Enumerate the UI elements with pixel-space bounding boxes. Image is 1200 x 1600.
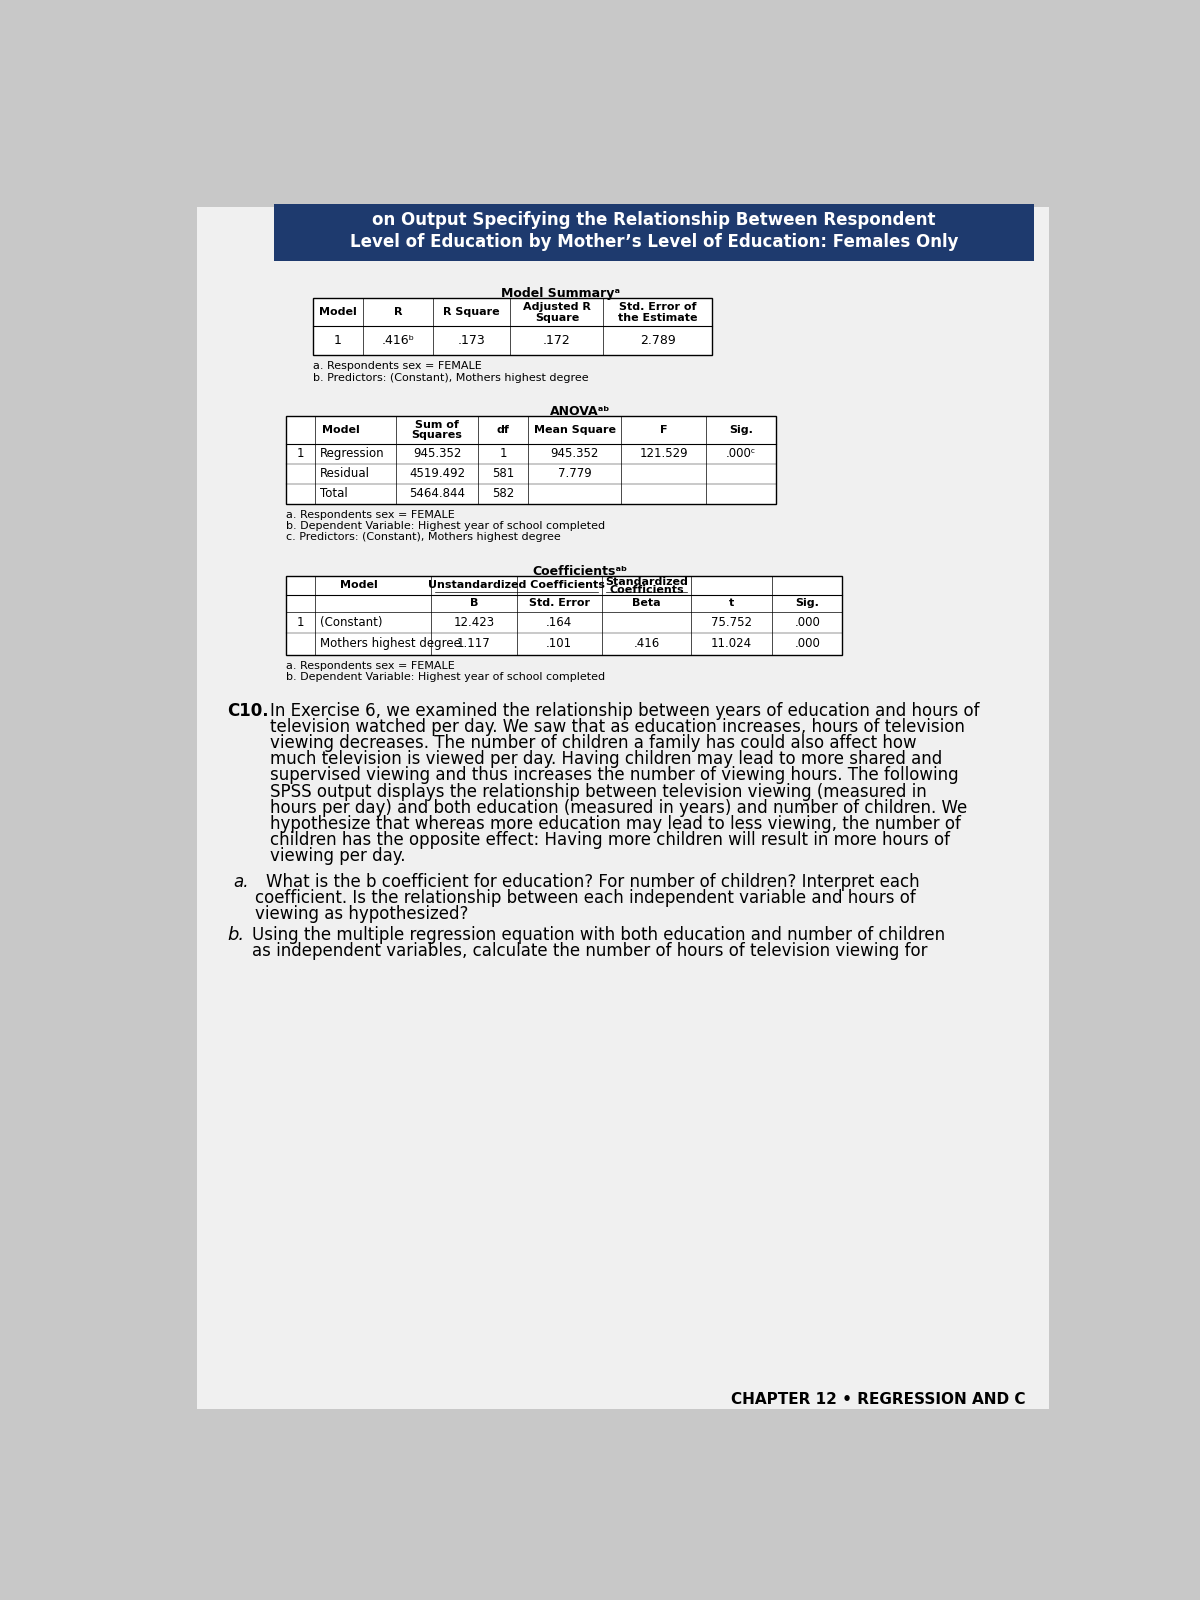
- Text: 582: 582: [492, 488, 514, 501]
- Text: Standardized: Standardized: [605, 578, 688, 587]
- Text: a. Respondents sex = FEMALE: a. Respondents sex = FEMALE: [286, 661, 455, 670]
- Text: the Estimate: the Estimate: [618, 312, 697, 323]
- Text: 1: 1: [296, 448, 304, 461]
- Bar: [286, 576, 842, 654]
- Text: viewing per day.: viewing per day.: [270, 848, 406, 866]
- Text: 945.352: 945.352: [413, 448, 461, 461]
- Text: 5464.844: 5464.844: [409, 488, 466, 501]
- Text: Mean Square: Mean Square: [534, 426, 616, 435]
- Text: Level of Education by Mother’s Level of Education: Females Only: Level of Education by Mother’s Level of …: [349, 234, 958, 251]
- Text: 4519.492: 4519.492: [409, 467, 466, 480]
- Text: In Exercise 6, we examined the relationship between years of education and hours: In Exercise 6, we examined the relations…: [270, 702, 979, 720]
- Text: 581: 581: [492, 467, 514, 480]
- Text: Unstandardized Coefficients: Unstandardized Coefficients: [428, 581, 605, 590]
- Text: Coefficientsᵃᵇ: Coefficientsᵃᵇ: [533, 565, 628, 579]
- Text: as independent variables, calculate the number of hours of television viewing fo: as independent variables, calculate the …: [252, 942, 928, 960]
- Text: C10.: C10.: [228, 702, 269, 720]
- Text: Adjusted R: Adjusted R: [523, 302, 590, 312]
- Text: viewing as hypothesized?: viewing as hypothesized?: [254, 906, 468, 923]
- Text: 1: 1: [296, 616, 304, 629]
- Text: B: B: [469, 598, 478, 608]
- Text: .000ᶜ: .000ᶜ: [726, 448, 756, 461]
- Bar: [286, 416, 776, 504]
- Text: 11.024: 11.024: [712, 637, 752, 651]
- Text: Std. Error: Std. Error: [529, 598, 589, 608]
- Text: Model: Model: [319, 307, 356, 317]
- Text: Sig.: Sig.: [796, 598, 820, 608]
- Text: c. Predictors: (Constant), Mothers highest degree: c. Predictors: (Constant), Mothers highe…: [286, 531, 560, 541]
- Text: Sig.: Sig.: [730, 426, 754, 435]
- Text: Square: Square: [535, 312, 580, 323]
- Text: .101: .101: [546, 637, 572, 651]
- Text: R: R: [394, 307, 402, 317]
- Text: .172: .172: [542, 334, 571, 347]
- Text: 2.789: 2.789: [640, 334, 676, 347]
- Text: supervised viewing and thus increases the number of viewing hours. The following: supervised viewing and thus increases th…: [270, 766, 959, 784]
- Text: R Square: R Square: [443, 307, 500, 317]
- Text: much television is viewed per day. Having children may lead to more shared and: much television is viewed per day. Havin…: [270, 750, 942, 768]
- Text: Mothers highest degree: Mothers highest degree: [319, 637, 461, 651]
- Text: b. Predictors: (Constant), Mothers highest degree: b. Predictors: (Constant), Mothers highe…: [313, 373, 588, 382]
- Text: Using the multiple regression equation with both education and number of childre: Using the multiple regression equation w…: [252, 926, 946, 944]
- Text: t: t: [730, 598, 734, 608]
- Text: children has the opposite effect: Having more children will result in more hours: children has the opposite effect: Having…: [270, 830, 950, 850]
- Text: .173: .173: [457, 334, 486, 347]
- Text: coefficient. Is the relationship between each independent variable and hours of: coefficient. Is the relationship between…: [254, 890, 916, 907]
- Text: a. Respondents sex = FEMALE: a. Respondents sex = FEMALE: [313, 362, 481, 371]
- Text: viewing decreases. The number of children a family has could also affect how: viewing decreases. The number of childre…: [270, 734, 917, 752]
- Text: Model: Model: [322, 426, 360, 435]
- Text: b. Dependent Variable: Highest year of school completed: b. Dependent Variable: Highest year of s…: [286, 672, 605, 682]
- Text: F: F: [660, 426, 667, 435]
- Text: Model: Model: [340, 581, 377, 590]
- Text: ANOVAᵃᵇ: ANOVAᵃᵇ: [550, 405, 611, 418]
- Text: a.: a.: [234, 872, 250, 891]
- Text: SPSS output displays the relationship between television viewing (measured in: SPSS output displays the relationship be…: [270, 782, 926, 800]
- Text: 75.752: 75.752: [712, 616, 752, 629]
- Text: 1.117: 1.117: [457, 637, 491, 651]
- Text: b. Dependent Variable: Highest year of school completed: b. Dependent Variable: Highest year of s…: [286, 520, 605, 531]
- Text: 12.423: 12.423: [454, 616, 494, 629]
- Text: Residual: Residual: [319, 467, 370, 480]
- Text: .000: .000: [794, 637, 820, 651]
- Text: Squares: Squares: [412, 430, 462, 440]
- Text: 1: 1: [499, 448, 506, 461]
- Text: hours per day) and both education (measured in years) and number of children. We: hours per day) and both education (measu…: [270, 798, 967, 816]
- Text: Std. Error of: Std. Error of: [619, 302, 696, 312]
- Text: hypothesize that whereas more education may lead to less viewing, the number of: hypothesize that whereas more education …: [270, 814, 961, 834]
- Text: 1: 1: [334, 334, 342, 347]
- Text: Regression: Regression: [319, 448, 384, 461]
- Text: on Output Specifying the Relationship Between Respondent: on Output Specifying the Relationship Be…: [372, 211, 936, 229]
- Text: .000: .000: [794, 616, 820, 629]
- Bar: [313, 298, 712, 355]
- Text: Beta: Beta: [632, 598, 661, 608]
- Text: .164: .164: [546, 616, 572, 629]
- Text: 7.779: 7.779: [558, 467, 592, 480]
- Text: b.: b.: [228, 926, 245, 944]
- Text: (Constant): (Constant): [319, 616, 383, 629]
- Text: .416: .416: [634, 637, 660, 651]
- Text: What is the b coefficient for education? For number of children? Interpret each: What is the b coefficient for education?…: [266, 872, 920, 891]
- Text: Total: Total: [319, 488, 348, 501]
- Text: 121.529: 121.529: [640, 448, 688, 461]
- Text: 945.352: 945.352: [551, 448, 599, 461]
- Text: CHAPTER 12 • REGRESSION AND C: CHAPTER 12 • REGRESSION AND C: [731, 1392, 1026, 1406]
- Text: df: df: [497, 426, 510, 435]
- Text: television watched per day. We saw that as education increases, hours of televis: television watched per day. We saw that …: [270, 718, 965, 736]
- Text: Coefficients: Coefficients: [610, 586, 684, 595]
- Text: a. Respondents sex = FEMALE: a. Respondents sex = FEMALE: [286, 510, 455, 520]
- Text: Model Summaryᵃ: Model Summaryᵃ: [502, 288, 620, 301]
- Text: .416ᵇ: .416ᵇ: [382, 334, 414, 347]
- Bar: [274, 203, 1033, 261]
- Text: Sum of: Sum of: [415, 419, 460, 429]
